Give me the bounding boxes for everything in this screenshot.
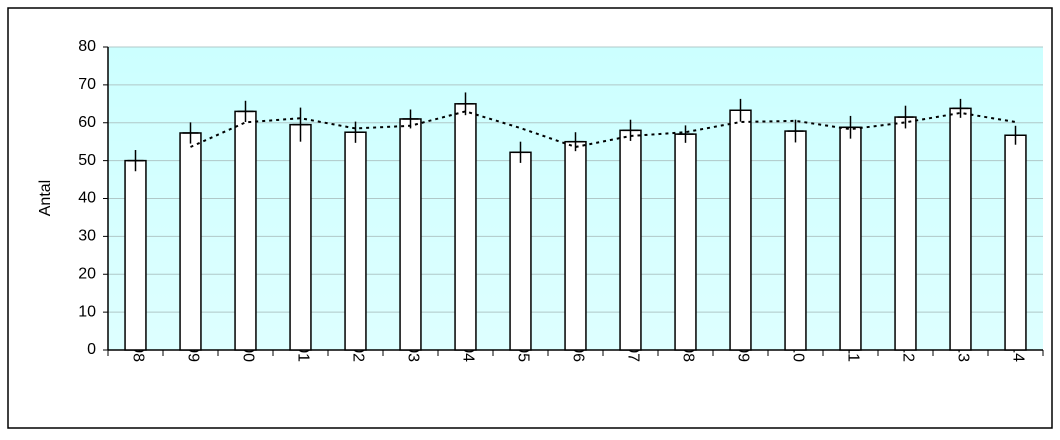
bar (509, 151, 532, 351)
bar (399, 118, 422, 351)
y-tick-label: 10 (78, 303, 96, 320)
bar (454, 103, 477, 351)
bar (234, 110, 257, 351)
bar (674, 133, 697, 351)
bar (124, 159, 147, 351)
bar (1004, 134, 1027, 351)
bar (179, 132, 202, 351)
y-tick-label: 20 (78, 265, 96, 282)
bar (839, 126, 862, 351)
y-tick-label: 50 (78, 152, 96, 169)
y-tick-label: 40 (78, 190, 96, 207)
bar (619, 129, 642, 351)
bar (784, 130, 807, 351)
y-tick-label: 30 (78, 228, 96, 245)
bar (289, 123, 312, 351)
bar (894, 116, 917, 351)
bar (729, 109, 752, 351)
bar (949, 107, 972, 351)
y-axis-label: Antal (37, 180, 54, 216)
y-tick-label: 80 (78, 38, 96, 55)
y-tick-label: 0 (87, 341, 96, 358)
y-tick-label: 60 (78, 114, 96, 131)
bar (344, 131, 367, 351)
y-tick-label: 70 (78, 76, 96, 93)
bar (564, 140, 587, 351)
